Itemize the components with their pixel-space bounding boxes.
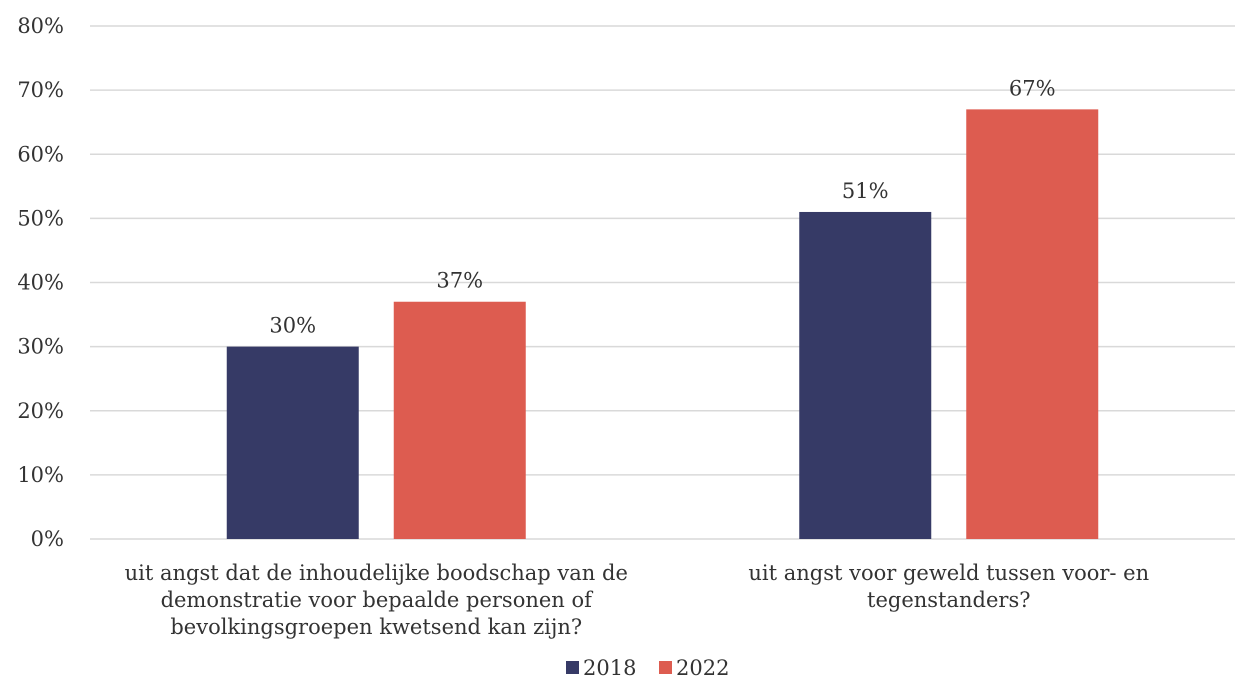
category-label-line: tegenstanders? <box>867 588 1030 612</box>
data-label: 37% <box>436 269 483 293</box>
y-tick-label: 40% <box>17 271 64 295</box>
data-label: 30% <box>269 314 316 338</box>
bar-2018 <box>799 211 932 539</box>
category-label-line: uit angst dat de inhoudelijke boodschap … <box>125 561 628 585</box>
category-label: uit angst dat de inhoudelijke boodschap … <box>125 561 628 639</box>
legend-swatch-2018 <box>566 661 579 674</box>
y-tick-label: 60% <box>17 142 64 166</box>
bar-2022 <box>966 109 1099 540</box>
y-tick-label: 20% <box>17 399 64 423</box>
bars <box>226 109 1099 540</box>
legend-swatch-2022 <box>659 661 672 674</box>
category-label-line: uit angst voor geweld tussen voor- en <box>748 561 1149 585</box>
y-tick-label: 30% <box>17 335 64 359</box>
bar-2022 <box>393 301 526 539</box>
y-tick-label: 70% <box>17 78 64 102</box>
data-label: 67% <box>1009 76 1056 100</box>
y-tick-label: 0% <box>31 527 64 551</box>
category-label: uit angst voor geweld tussen voor- en teg… <box>748 561 1149 612</box>
y-tick-label: 10% <box>17 463 64 487</box>
legend: 2018 2022 <box>566 656 729 680</box>
y-tick-label: 80% <box>17 14 64 38</box>
data-labels: 30% 37% 51% 67% <box>269 76 1055 337</box>
category-label-line: demonstratie voor bepaalde personen of <box>161 588 595 612</box>
x-axis: uit angst dat de inhoudelijke boodschap … <box>125 561 1150 639</box>
data-label: 51% <box>842 179 889 203</box>
legend-label: 2018 <box>583 656 636 680</box>
bar-2018 <box>226 346 359 539</box>
category-label-line: bevolkingsgroepen kwetsend kan zijn? <box>170 615 582 639</box>
legend-label: 2022 <box>676 656 729 680</box>
y-tick-label: 50% <box>17 206 64 230</box>
y-axis: 0% 10% 20% 30% 40% 50% 60% 70% 80% <box>17 14 64 551</box>
